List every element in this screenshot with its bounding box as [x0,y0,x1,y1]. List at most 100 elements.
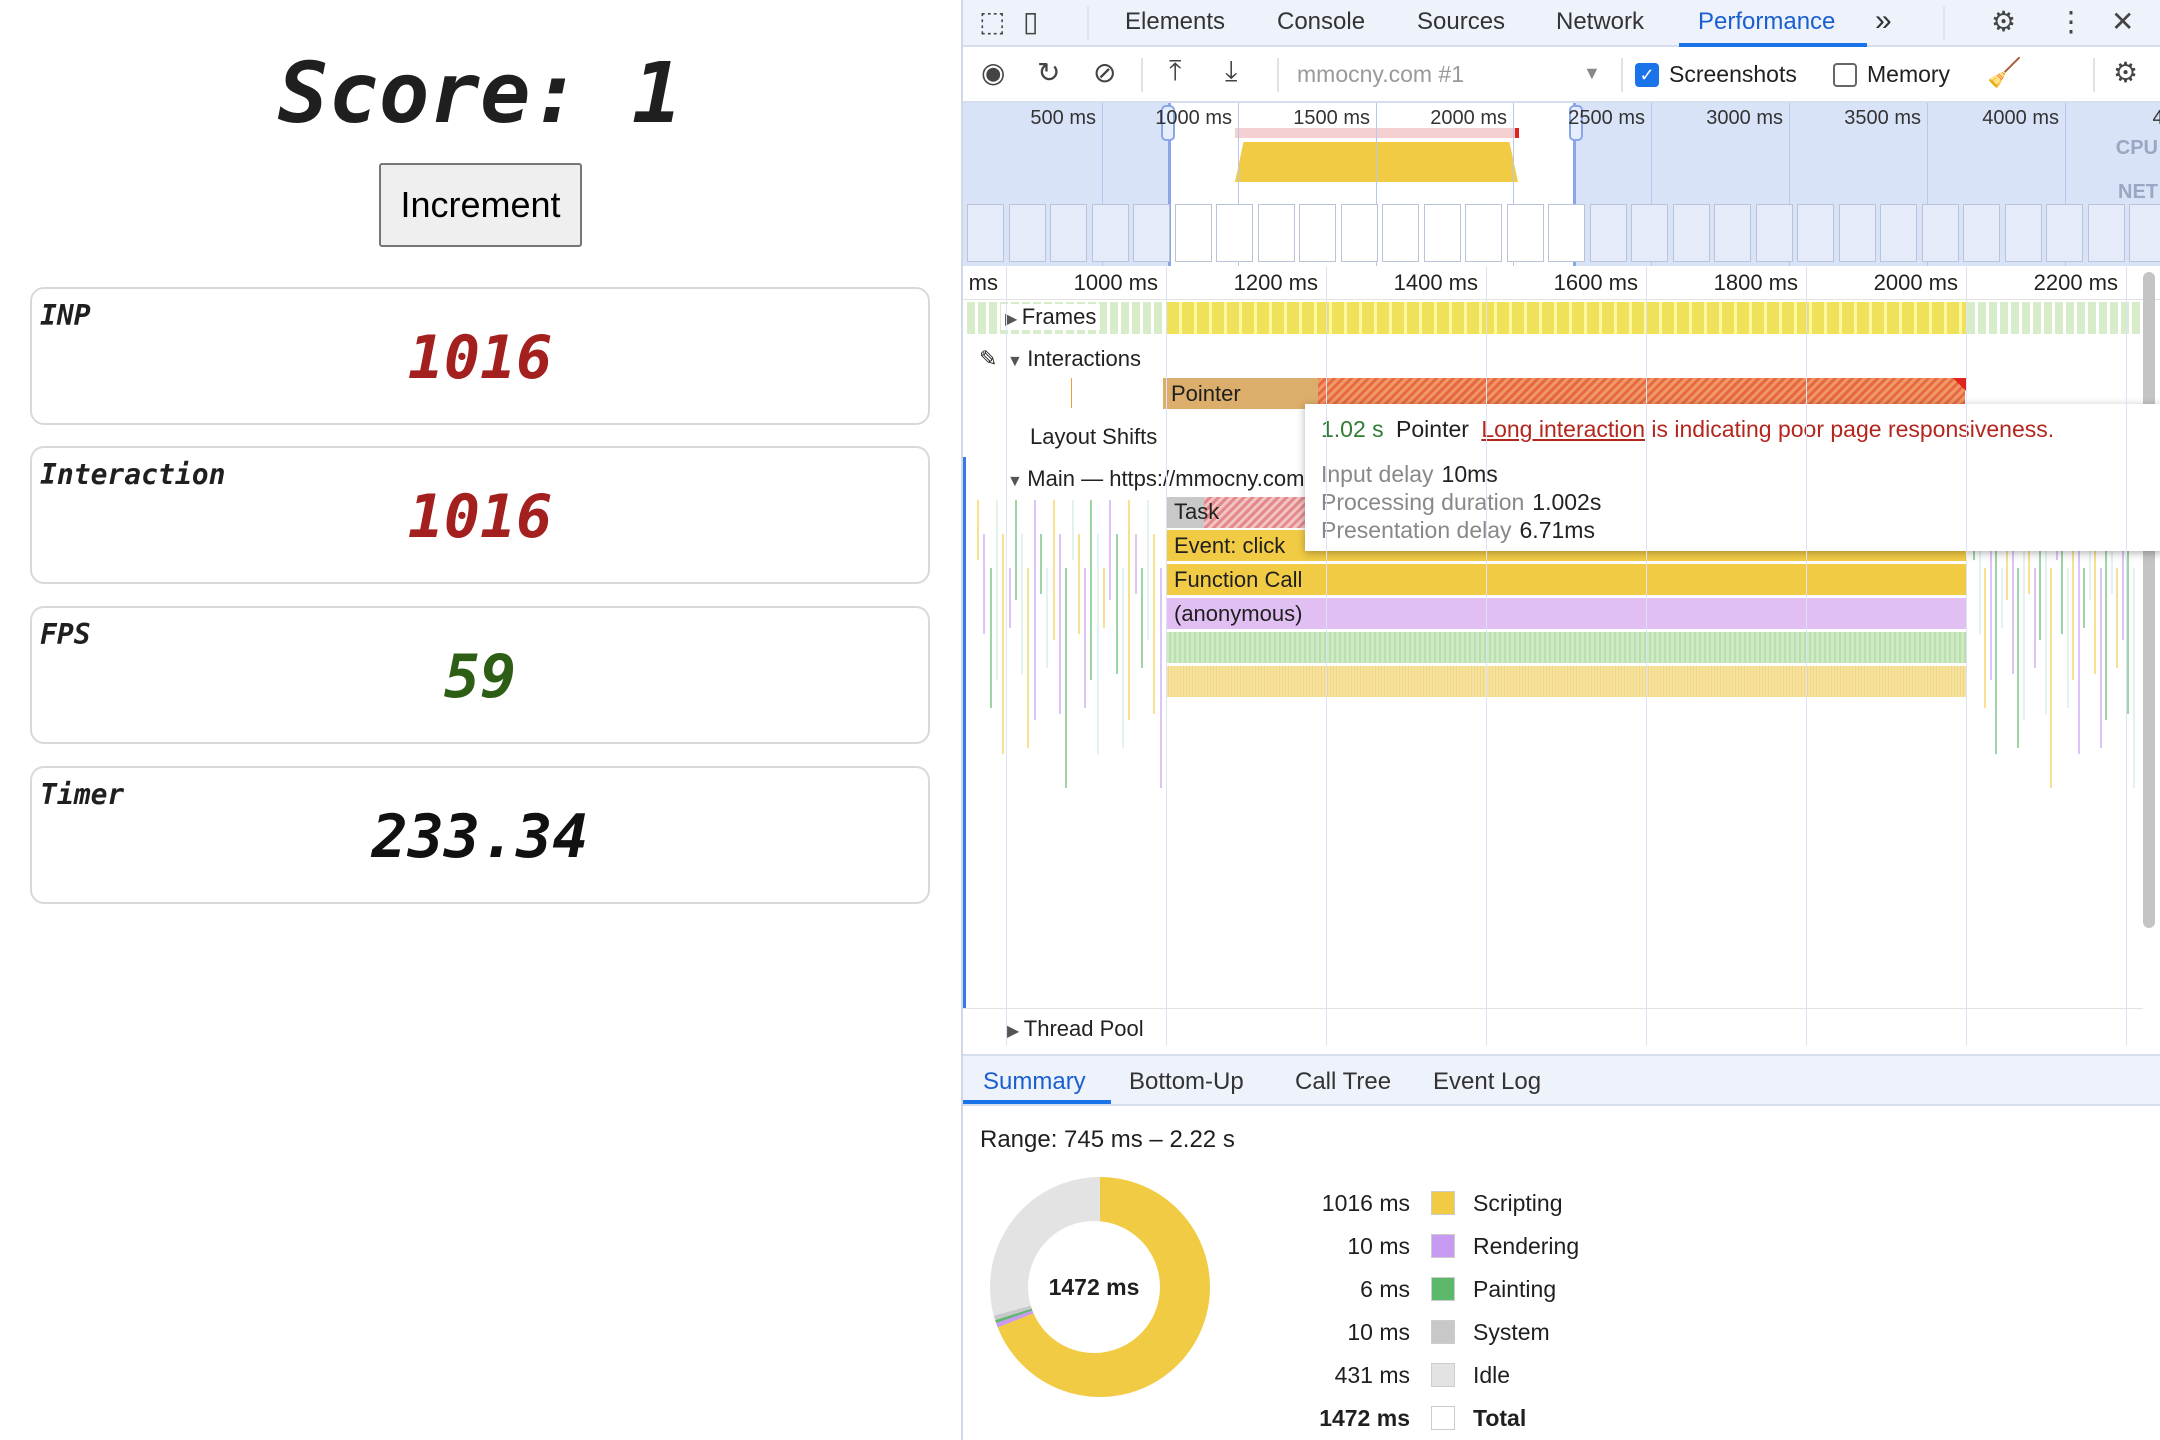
device-toolbar-icon[interactable]: ▯ [1023,6,1039,37]
child-calls-row[interactable] [1166,632,1966,663]
layout-shifts-label[interactable]: Layout Shifts [1030,424,1158,449]
reload-record-icon[interactable]: ↻ [1037,57,1061,88]
vertical-scrollbar[interactable] [2143,272,2155,928]
ruler-tick-label: 1000 ms [1073,270,1158,295]
screenshot-thumbnail[interactable] [1755,204,1793,262]
mini-task-mark [1109,500,1111,600]
screenshot-thumbnail[interactable] [1423,204,1461,262]
screenshot-thumbnail[interactable] [1133,204,1170,262]
cpu-label: CPU [2115,137,2158,159]
screenshot-thumbnail[interactable] [1465,204,1502,262]
overview-gridline [2065,103,2066,266]
download-icon[interactable]: ⤓ [1225,55,1238,86]
record-icon[interactable]: ◉ [981,57,1006,88]
overview-tick-label: 1500 ms [1293,107,1370,129]
frames-track[interactable]: ▶ Frames [1001,304,1101,330]
selection-right-handle[interactable] [1569,105,1583,141]
legend-label: Painting [1473,1276,1557,1302]
mini-task-mark [2133,568,2135,788]
more-tabs-icon[interactable]: » [1875,4,1892,37]
card-value: 1016 [407,482,553,552]
tab-event-log[interactable]: Event Log [1433,1068,1542,1095]
screenshot-thumbnail[interactable] [2004,204,2042,262]
timeline-gridline [2126,266,2127,1046]
screenshot-thumbnail[interactable] [1880,204,1917,262]
more-options-icon[interactable]: ⋮ [2057,6,2085,37]
selection-left-handle[interactable] [1161,105,1175,141]
clear-icon[interactable]: ⊘ [1093,57,1117,88]
legend-label: Rendering [1473,1233,1580,1259]
tab-performance[interactable]: Performance [1698,8,1836,35]
thread-pool-track[interactable]: ▶ Thread Pool [1007,1016,1144,1042]
legend-label: Idle [1473,1362,1511,1388]
close-icon[interactable]: ✕ [2111,6,2135,37]
mini-task-mark [2045,534,2047,714]
legend-label: Scripting [1473,1190,1563,1216]
screenshot-thumbnail[interactable] [2046,204,2083,262]
tab-call-tree[interactable]: Call Tree [1295,1068,1392,1095]
capture-settings-icon[interactable]: ⚙ [2113,57,2139,88]
screenshot-thumbnail[interactable] [967,204,1004,262]
tab-console[interactable]: Console [1277,8,1366,35]
mini-task-mark [1015,500,1017,600]
page-panel: Score: 1 Increment INP 1016 Interaction … [0,0,960,1440]
mini-task-mark [1147,500,1149,640]
screenshot-thumbnail[interactable] [1963,204,2000,262]
function-call-bar[interactable]: Function Call [1166,564,1966,595]
screenshot-thumbnail[interactable] [1921,204,1959,262]
increment-button[interactable]: Increment [379,163,582,247]
screenshot-thumbnail[interactable] [1050,204,1087,262]
inspect-element-icon[interactable]: ⬚ [979,6,1006,37]
screenshot-thumbnail[interactable] [1340,204,1378,262]
tab-sources[interactable]: Sources [1417,8,1506,35]
interactions-track[interactable]: ▼ Interactions [1007,346,1141,372]
screenshot-thumbnail[interactable] [1008,204,1046,262]
timeline-gridline [1166,266,1167,1046]
event-click-label: Event: click [1174,533,1286,558]
chevron-down-icon[interactable]: ▼ [1583,63,1601,83]
ruler-tick-label: 1400 ms [1393,270,1478,295]
screenshot-thumbnail[interactable] [1216,204,1253,262]
mini-task-mark [990,568,992,708]
child-calls-row-2[interactable] [1166,666,1966,697]
short-interaction-marker [1071,378,1072,408]
screenshot-thumbnail[interactable] [1589,204,1627,262]
screenshot-thumbnail[interactable] [2087,204,2125,262]
main-track[interactable]: ▼ Main — https://mmocny.com [1007,466,1307,492]
screenshot-thumbnail[interactable] [1631,204,1668,262]
screenshot-thumbnail[interactable] [1091,204,1129,262]
tab-network[interactable]: Network [1556,8,1645,35]
screenshot-thumbnail[interactable] [1174,204,1212,262]
presentation-label: Presentation delay [1321,517,1512,543]
screenshot-thumbnail[interactable] [1797,204,1834,262]
screenshot-thumbnail[interactable] [1548,204,1585,262]
legend-swatch [1431,1234,1455,1258]
screenshot-thumbnail[interactable] [1672,204,1710,262]
mini-task-mark [1009,568,1011,628]
edit-tracks-pencil-icon[interactable]: ✎ [979,346,998,371]
memory-checkbox[interactable] [1833,63,1857,87]
main-thread-label: Main — https://mmocny.com [1027,466,1305,491]
legend-value: 10 ms [1347,1233,1410,1259]
pointer-input-segment[interactable]: Pointer [1163,378,1318,409]
garbage-collect-broom-icon[interactable]: 🧹 [1987,57,2022,88]
tab-bottom-up[interactable]: Bottom-Up [1129,1068,1244,1095]
settings-icon[interactable]: ⚙ [1991,6,2017,37]
screenshot-thumbnail[interactable] [1838,204,1876,262]
long-interaction-link[interactable]: Long interaction [1481,416,1645,442]
timeline-ruler: ms 1000 ms 1200 ms 1400 ms 1600 ms 1800 ms 200… [963,266,2160,300]
screenshot-thumbnail[interactable] [2129,204,2160,262]
screenshot-thumbnail[interactable] [1257,204,1295,262]
target-select[interactable]: mmocny.com #1 [1297,61,1465,87]
screenshot-thumbnail[interactable] [1714,204,1751,262]
upload-icon[interactable]: ⤒ [1169,55,1182,86]
screenshots-checkbox[interactable]: ✓ [1635,63,1659,87]
timeline-overview[interactable]: CPU NET 500 ms 1000 ms 1500 ms 2000 ms 2500 … [963,103,2160,266]
tab-elements[interactable]: Elements [1125,8,1226,35]
screenshot-thumbnail[interactable] [1382,204,1419,262]
screenshot-thumbnail[interactable] [1299,204,1336,262]
overview-tick-label: 4000 ms [1982,107,2059,129]
screenshot-thumbnail[interactable] [1506,204,1544,262]
anonymous-bar[interactable]: (anonymous) [1166,598,1966,629]
tab-summary[interactable]: Summary [983,1068,1086,1095]
